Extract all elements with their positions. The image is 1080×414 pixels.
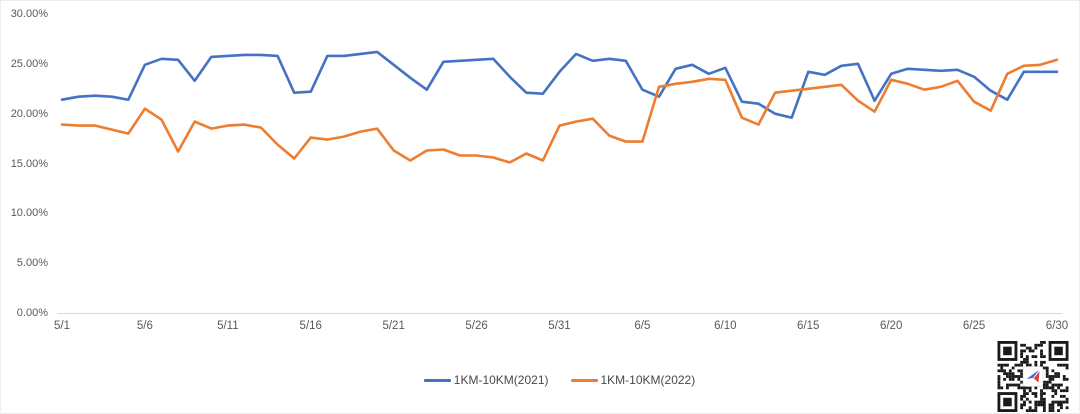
x-tick-label: 5/31 [548, 320, 571, 332]
x-tick-label: 6/10 [714, 320, 737, 332]
x-tick-label: 6/20 [879, 320, 903, 332]
y-tick-label: 15.00% [10, 157, 48, 170]
x-tick-label: 5/11 [217, 320, 239, 332]
series-line-1 [60, 58, 1059, 164]
x-tick-label: 5/21 [382, 320, 405, 332]
y-tick-label: 30.00% [10, 8, 48, 20]
legend-label: 1KM-10KM(2021) [453, 373, 549, 387]
y-tick-label: 5.00% [16, 257, 48, 270]
y-tick-label: 0.00% [16, 307, 48, 319]
qr-code [997, 341, 1069, 412]
legend-item-2022: 1KM-10KM(2022) [570, 373, 696, 387]
x-tick-label: 5/6 [136, 320, 153, 332]
legend-line-marker-blue [423, 378, 451, 382]
legend-item-2021: 1KM-10KM(2021) [423, 373, 549, 387]
y-tick-label: 25.00% [10, 57, 48, 70]
legend-label: 1KM-10KM(2022) [600, 373, 696, 387]
series-line-0 [60, 50, 1059, 119]
x-tick-label: 6/15 [797, 320, 820, 332]
x-tick-label: 5/26 [465, 320, 488, 332]
y-tick-label: 20.00% [10, 107, 48, 120]
x-tick-label: 5/1 [54, 320, 70, 332]
legend-line-marker-orange [570, 378, 598, 382]
x-tick-label: 5/16 [299, 320, 322, 332]
y-tick-label: 10.00% [10, 207, 48, 220]
x-tick-label: 6/25 [962, 320, 986, 332]
x-tick-label: 6/30 [1045, 320, 1069, 332]
x-tick-label: 6/5 [634, 320, 651, 332]
chart-legend: 1KM-10KM(2021) 1KM-10KM(2022) [62, 370, 1057, 390]
